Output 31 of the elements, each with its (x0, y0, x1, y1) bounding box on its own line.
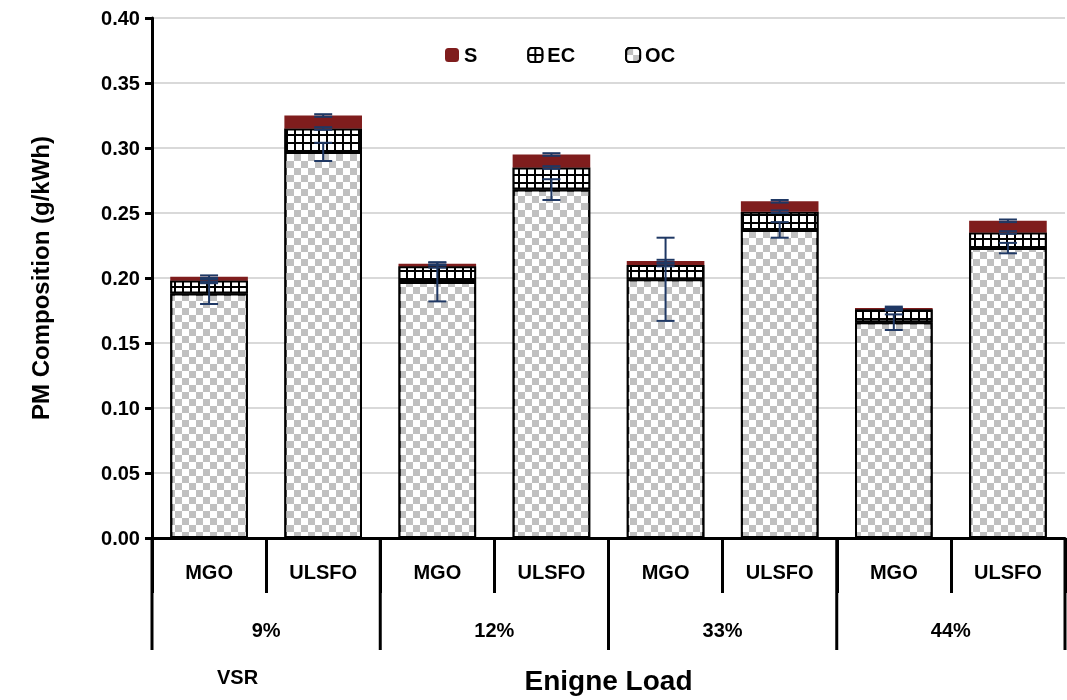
y-tick-label: 0.00 (101, 527, 140, 549)
bar (969, 220, 1047, 233)
x-tick-label: ULSFO (974, 561, 1042, 583)
x-tick-label: MGO (413, 561, 462, 583)
text: 44% (930, 619, 972, 641)
x-tick-label: MGO (185, 561, 233, 583)
y-tick-label: 0.05 (101, 462, 140, 484)
x-tick-label: MGO (641, 561, 690, 583)
bar (284, 115, 362, 129)
y-tick-label: 0.30 (101, 137, 140, 159)
legend-label: S (464, 44, 478, 66)
y-tick-label: 0.25 (101, 202, 140, 224)
x-axis-title: Enigne Load (524, 664, 693, 696)
x-tick-label: MGO (869, 561, 918, 583)
y-tick-label: 0.35 (101, 72, 140, 94)
y-tick-label: 0.20 (101, 267, 140, 289)
legend-label: EC (547, 44, 576, 66)
x-tick-label: ULSFO (517, 561, 586, 583)
y-tick-label: 0.40 (101, 7, 140, 29)
legend-label: OC (645, 44, 676, 66)
text: 9% (251, 619, 281, 641)
text: 33% (702, 619, 743, 641)
x-tick-label: ULSFO (289, 561, 358, 583)
y-tick-label: 0.15 (101, 332, 140, 354)
bar (512, 154, 591, 168)
x-tick-label: ULSFO (745, 561, 814, 583)
bar (740, 201, 819, 212)
y-tick-label: 0.10 (101, 397, 140, 419)
y-axis-title: PM Composition (g/kWh) (26, 136, 54, 420)
text: VSR (217, 666, 259, 688)
text: 12% (474, 619, 515, 641)
